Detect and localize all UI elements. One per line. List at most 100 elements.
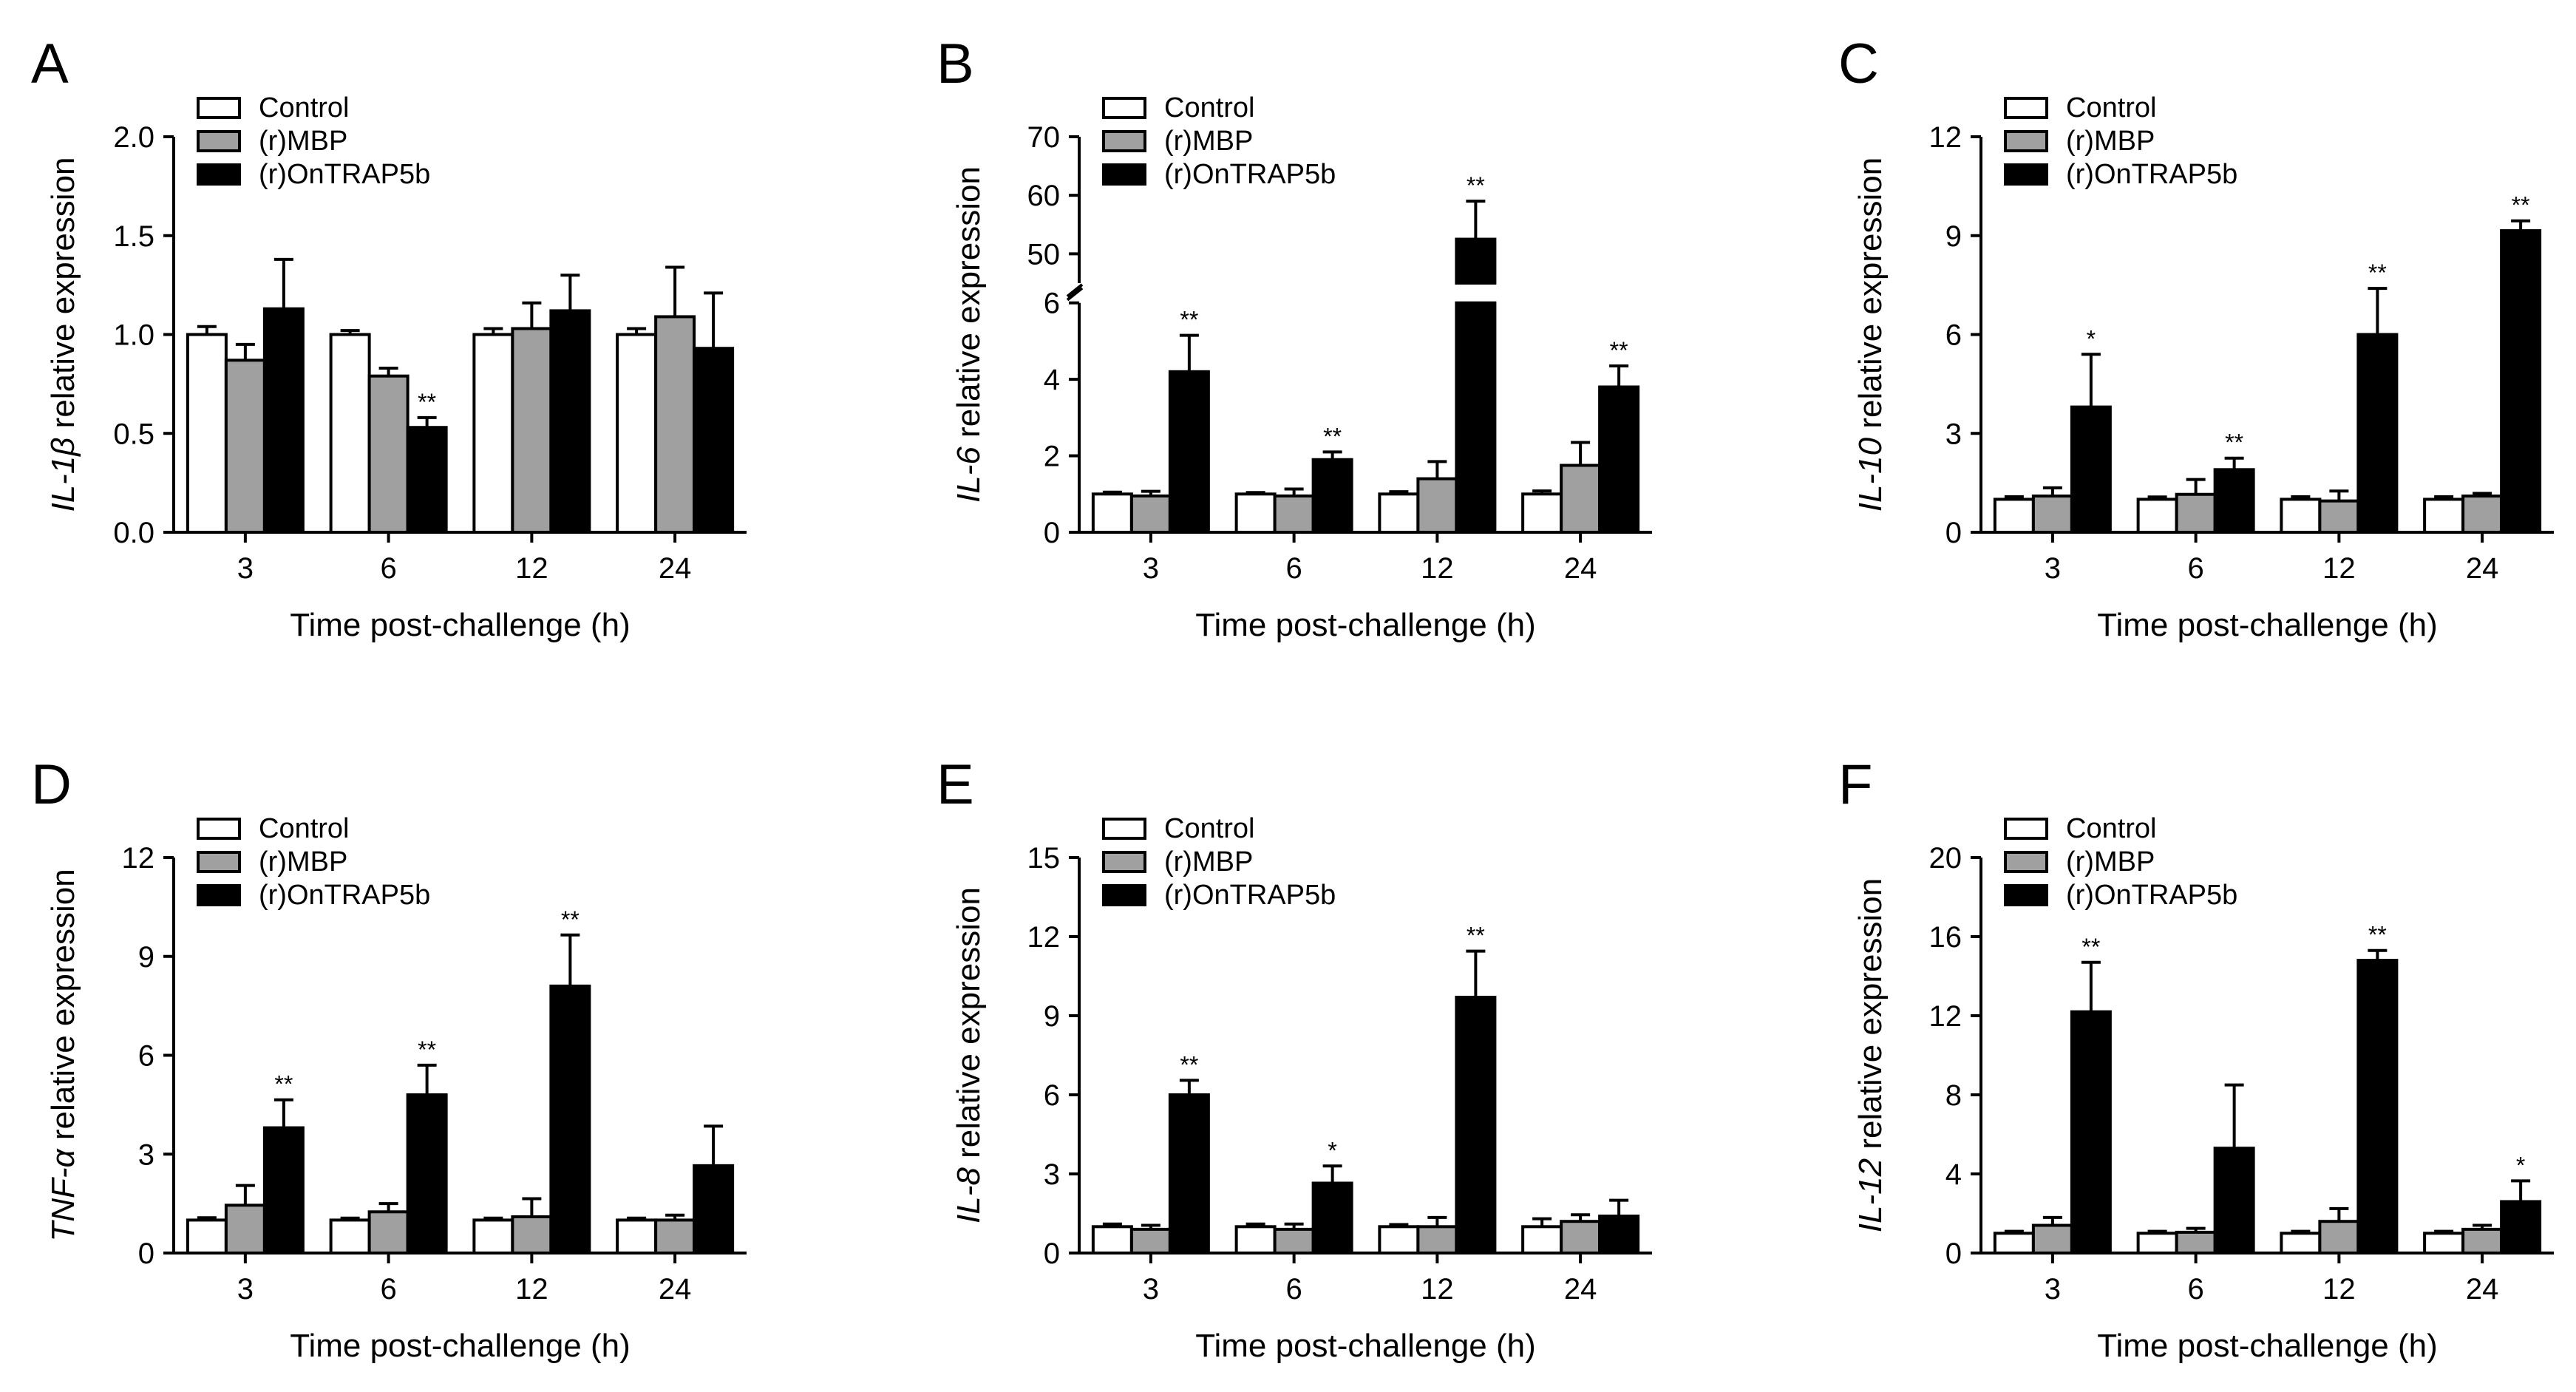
legend-label: (r)OnTRAP5b (259, 159, 430, 190)
bar (2280, 1232, 2322, 1255)
legend-swatch (2004, 163, 2048, 186)
x-tick-label: 3 (237, 1273, 254, 1306)
legend-swatch (1102, 884, 1146, 906)
y-tick-label: 9 (138, 941, 154, 974)
bar (329, 333, 371, 534)
y-tick-label: 6 (1044, 1079, 1060, 1112)
bar (616, 333, 658, 534)
x-tick-label: 6 (1286, 552, 1302, 585)
bar (1129, 494, 1172, 534)
legend-label: (r)MBP (1164, 126, 1253, 157)
y-tick-label: 0 (138, 1237, 154, 1270)
legend-label: (r)OnTRAP5b (1164, 880, 1336, 911)
legend-swatch (2004, 884, 2048, 906)
legend-label: Control (259, 92, 350, 123)
x-tick-label: 24 (2466, 552, 2499, 585)
x-tick-label: 3 (2045, 552, 2061, 585)
bar (693, 1164, 735, 1255)
x-tick-label: 12 (515, 1273, 548, 1306)
bar (1129, 1227, 1172, 1255)
bar (2136, 1232, 2178, 1255)
bar (1521, 492, 1563, 534)
bar (2031, 494, 2073, 534)
legend-swatch (2004, 97, 2048, 119)
x-axis-title: Time post-challenge (h) (2097, 1328, 2438, 1364)
panel-A: A IL-1β relative expression ** 3 6 12 24 Time p… (31, 33, 747, 643)
significance-marker: ** (1467, 172, 1485, 199)
y-tick-label: 2 (1044, 441, 1060, 473)
bar (472, 333, 514, 534)
bar (1560, 464, 1602, 534)
y-axis-gene: IL-10 (1852, 437, 1889, 512)
legend-label: Control (1164, 92, 1255, 123)
bar (693, 347, 735, 534)
significance-marker: ** (2368, 922, 2387, 948)
bar (224, 1203, 266, 1255)
bar (2500, 229, 2542, 534)
x-tick-label: 6 (1286, 1273, 1302, 1306)
y-tick-label: 9 (1945, 220, 1962, 253)
y-tick-label: 12 (1027, 921, 1061, 954)
y-axis-gene: IL-8 (951, 1167, 987, 1223)
significance-marker: * (2087, 325, 2096, 352)
y-tick-label: 4 (1044, 364, 1060, 396)
bar (1993, 1232, 2035, 1255)
bar (549, 984, 591, 1255)
legend-swatch (1102, 130, 1146, 152)
y-tick-label: 0 (1945, 517, 1962, 549)
y-axis-title: IL-6 relative expression (951, 166, 987, 503)
bar (654, 1218, 696, 1255)
legend-label: (r)MBP (259, 126, 347, 157)
legend-label: (r)OnTRAP5b (1164, 159, 1336, 190)
bar (549, 309, 591, 534)
significance-marker: ** (1467, 923, 1485, 949)
x-axis-title: Time post-challenge (h) (1195, 607, 1536, 643)
x-tick-label: 12 (1421, 552, 1454, 585)
y-tick-label: 6 (1945, 319, 1962, 352)
legend-label: Control (259, 813, 350, 844)
y-tick-label: 0.5 (113, 418, 154, 450)
bar (472, 1218, 514, 1255)
axis-break-mark (1066, 287, 1084, 302)
x-tick-label: 24 (2466, 1273, 2499, 1306)
y-tick-label: 16 (1929, 921, 1962, 954)
legend-swatch (197, 818, 241, 840)
legend-swatch (1102, 163, 1146, 186)
y-tick-label: 20 (1929, 842, 1962, 875)
x-tick-label: 24 (659, 1273, 692, 1306)
bar (367, 1210, 409, 1255)
panel-letter: F (1838, 753, 1872, 816)
panel-B: BIL-6 relative expression ********3 6 12 24T… (937, 33, 1652, 643)
y-tick-label: 3 (1945, 418, 1962, 450)
y-axis-gene: TNF-α (45, 1147, 81, 1241)
panel-letter: C (1838, 33, 1879, 95)
bar (2213, 1147, 2255, 1255)
y-tick-label: 6 (1044, 288, 1060, 320)
bar (2318, 1220, 2360, 1255)
legend-swatch (2004, 130, 2048, 152)
y-tick-label: 12 (1929, 1000, 1962, 1033)
y-axis-title: IL-12 relative expression (1852, 878, 1889, 1232)
legend-label: (r)OnTRAP5b (259, 880, 430, 911)
bar (2175, 1230, 2217, 1255)
y-axis-title-suffix: relative expression (45, 157, 81, 437)
bar (1598, 385, 1640, 534)
x-tick-label: 24 (1564, 1273, 1597, 1306)
bar (1234, 492, 1277, 534)
bar (1234, 1225, 1277, 1255)
panel-letter: D (31, 753, 72, 816)
significance-marker: ** (2368, 259, 2387, 286)
y-tick-label: 0 (1044, 1237, 1060, 1270)
legend-swatch (197, 130, 241, 152)
bar (2461, 494, 2504, 534)
legend-label: (r)MBP (1164, 846, 1253, 877)
bar (654, 315, 696, 534)
y-axis-title-suffix: relative expression (1852, 157, 1889, 438)
x-axis-title: Time post-challenge (h) (290, 1328, 631, 1364)
legend-label: (r)MBP (259, 846, 347, 877)
bar (1378, 492, 1420, 534)
x-tick-label: 24 (659, 552, 692, 585)
significance-marker: ** (2225, 430, 2243, 456)
x-tick-label: 3 (2045, 1273, 2061, 1306)
x-tick-label: 6 (2188, 1273, 2204, 1306)
